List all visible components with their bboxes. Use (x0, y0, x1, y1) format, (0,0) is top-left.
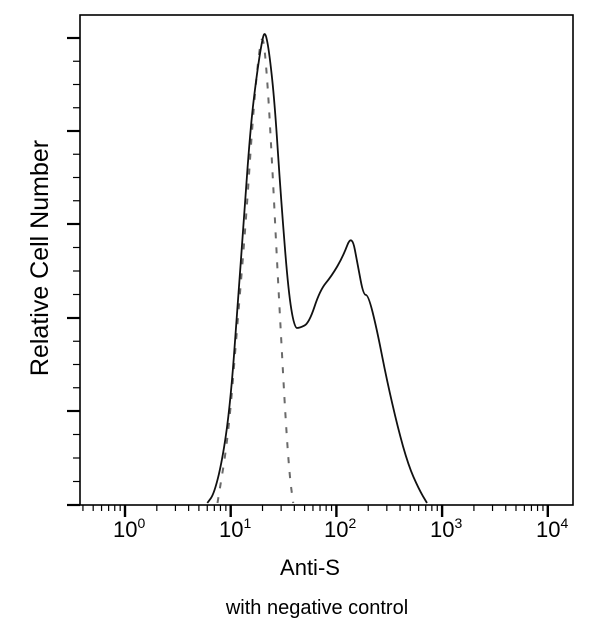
negative-control-curve (216, 38, 295, 504)
x-tick-label-1: 101 (219, 515, 251, 542)
x-axis-ticks (82, 505, 549, 517)
x-tick-label-0: 100 (113, 515, 145, 542)
y-axis-title: Relative Cell Number (26, 140, 54, 376)
x-tick-label-2: 102 (324, 515, 356, 542)
x-axis-tick-labels: 100 101 102 103 104 (113, 515, 568, 542)
x-axis-title: Anti-S (280, 555, 340, 580)
anti-s-curve (206, 33, 428, 504)
x-tick-label-3: 103 (430, 515, 462, 542)
plot-frame (79, 14, 574, 506)
chart-caption: with negative control (225, 597, 408, 619)
x-tick-label-4: 104 (536, 515, 568, 542)
y-axis-ticks (67, 36, 80, 507)
